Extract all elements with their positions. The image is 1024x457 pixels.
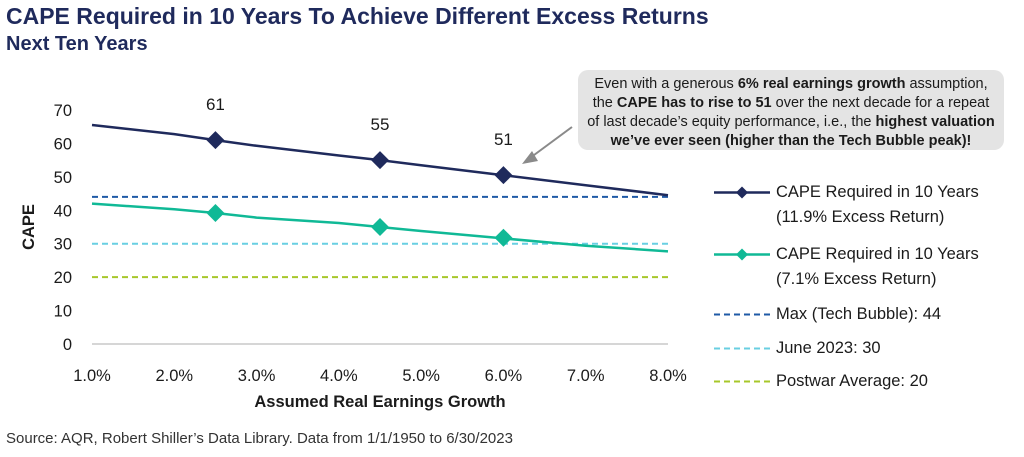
legend-swatch-dashed-green [714, 380, 770, 383]
x-tick-label: 2.0% [155, 367, 193, 385]
y-tick-label: 0 [63, 336, 72, 354]
legend-swatch-dashed-blue [714, 313, 770, 316]
legend-sublabel: (11.9% Excess Return) [776, 208, 945, 226]
legend-sublabel: (7.1% Excess Return) [776, 270, 937, 288]
y-tick-label: 30 [54, 236, 72, 254]
x-tick-label: 6.0% [485, 367, 523, 385]
legend-swatch-teal-diamond [714, 248, 770, 261]
y-axis-label: CAPE [20, 204, 38, 250]
legend-label: CAPE Required in 10 Years [776, 245, 979, 263]
x-tick-label: 3.0% [238, 367, 276, 385]
callout-bold-1: 6% real earnings growth [737, 76, 906, 92]
x-axis-label: Assumed Real Earnings Growth [254, 393, 505, 411]
data-point-marker [494, 228, 513, 247]
callout-arrow [529, 126, 573, 159]
x-tick-label: 7.0% [567, 367, 605, 385]
data-point-marker [206, 203, 225, 222]
source-note: Source: AQR, Robert Shiller’s Data Libra… [6, 430, 513, 447]
x-tick-label: 8.0% [649, 367, 687, 385]
x-tick-label: 4.0% [320, 367, 358, 385]
legend-swatch-dashed-lightblue [714, 347, 770, 350]
callout-text-2: assumption, the [592, 76, 988, 111]
callout-box: Even with a generous 6% real earnings gr… [578, 70, 1004, 150]
x-tick-label: 1.0% [73, 367, 111, 385]
callout-arrow-head [522, 151, 538, 164]
data-label: 51 [494, 130, 513, 149]
callout-text-3: over the next decade for a repeat of las… [587, 95, 990, 130]
legend-label: CAPE Required in 10 Years [776, 183, 979, 201]
chart-subtitle: Next Ten Years [6, 33, 148, 55]
data-point-marker [206, 131, 225, 150]
y-tick-label: 20 [54, 269, 72, 287]
series-line-cape-7-1 [91, 202, 669, 253]
y-tick-label: 60 [54, 135, 72, 153]
data-point-marker [371, 218, 389, 236]
y-tick-label: 50 [54, 169, 72, 187]
data-point-marker [494, 166, 513, 185]
legend-label: Max (Tech Bubble): 44 [776, 305, 942, 323]
series-line-cape-11-9 [91, 123, 669, 197]
y-tick-label: 70 [54, 102, 72, 120]
callout-bold-2: CAPE has to rise to 51 [616, 95, 772, 111]
data-label: 61 [206, 95, 225, 114]
x-tick-label: 5.0% [402, 367, 440, 385]
legend-swatch-navy-diamond [714, 186, 770, 199]
data-point-marker [371, 151, 389, 170]
callout-text-1: Even with a generous [594, 76, 738, 92]
callout-bold-3: highest valuation we’ve ever seen (highe… [610, 114, 995, 149]
data-label: 55 [371, 115, 390, 134]
legend-label: Postwar Average: 20 [776, 372, 928, 390]
y-tick-label: 10 [54, 303, 72, 321]
legend-label: June 2023: 30 [776, 339, 881, 357]
y-tick-label: 40 [54, 202, 72, 220]
chart-title: CAPE Required in 10 Years To Achieve Dif… [6, 3, 709, 29]
